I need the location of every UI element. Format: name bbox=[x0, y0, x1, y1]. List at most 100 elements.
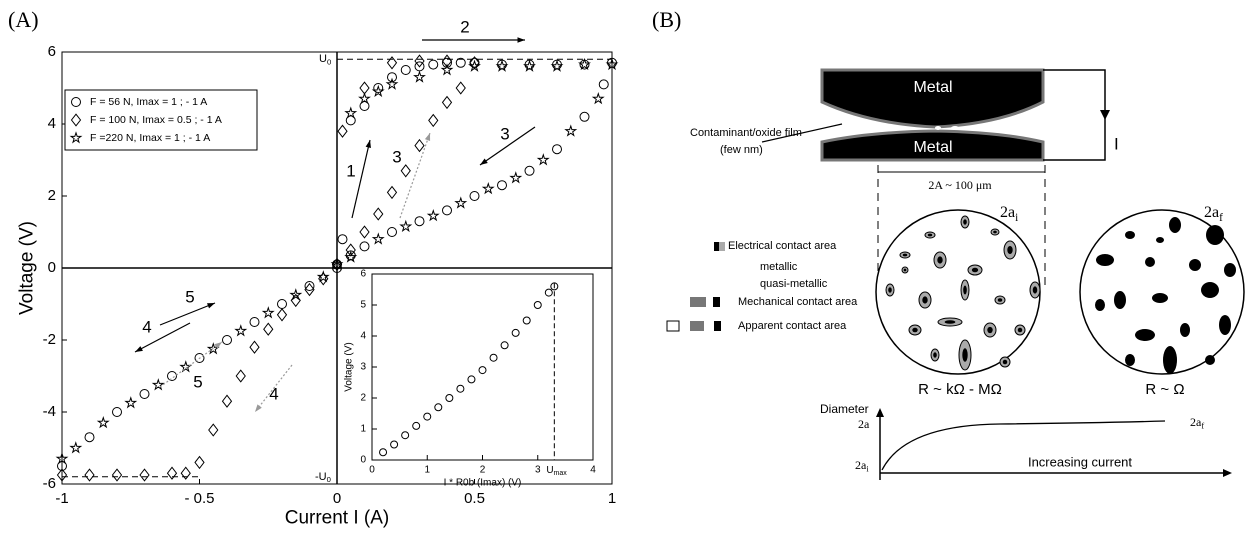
elec-spot bbox=[963, 219, 967, 225]
legend-swatch bbox=[666, 320, 680, 332]
point bbox=[400, 65, 411, 75]
panel-label: (A) bbox=[8, 7, 39, 32]
elec-spot bbox=[902, 253, 908, 257]
point bbox=[522, 316, 531, 325]
point bbox=[387, 227, 397, 237]
point bbox=[441, 54, 453, 68]
y-tick-label: 4 bbox=[48, 115, 56, 132]
point bbox=[249, 340, 260, 354]
arrow-line bbox=[479, 126, 536, 166]
x-axis-label: Current I (A) bbox=[285, 508, 390, 529]
spot-label: 2af bbox=[1204, 204, 1223, 224]
point bbox=[208, 423, 219, 437]
point bbox=[84, 432, 95, 443]
y-tick-label: 1 bbox=[360, 424, 366, 435]
umax-main: U bbox=[546, 465, 553, 476]
point bbox=[455, 81, 466, 95]
arrow-head bbox=[424, 133, 431, 141]
elec-spot bbox=[922, 296, 928, 304]
legend-label: F = 100 N, Imax = 0.5 ; - 1 A bbox=[90, 114, 222, 126]
pointer bbox=[761, 123, 843, 143]
point bbox=[386, 185, 398, 200]
point bbox=[440, 63, 454, 76]
point bbox=[414, 216, 425, 227]
metal-bottom bbox=[820, 129, 1045, 162]
point bbox=[481, 181, 495, 195]
point bbox=[289, 288, 303, 301]
elec-spot bbox=[912, 327, 918, 333]
spot-label-sub: i bbox=[1015, 211, 1018, 223]
point bbox=[401, 431, 410, 440]
contact-circle bbox=[875, 209, 1041, 375]
point bbox=[591, 91, 605, 105]
point bbox=[455, 57, 466, 68]
x-tick-label: - 0.5 bbox=[184, 490, 214, 507]
elec-spot bbox=[933, 352, 937, 358]
point bbox=[337, 124, 348, 138]
point bbox=[70, 113, 82, 127]
elec-spot bbox=[962, 348, 968, 362]
point bbox=[467, 375, 476, 384]
film-label: (few nm) bbox=[720, 144, 763, 156]
point bbox=[358, 92, 371, 105]
contact-spot bbox=[1125, 354, 1135, 366]
arrow-head bbox=[214, 342, 222, 349]
point bbox=[428, 113, 439, 128]
contact-spot bbox=[1180, 323, 1190, 337]
graph-start: 2ai bbox=[855, 458, 869, 474]
contact-spot bbox=[1156, 237, 1164, 243]
point bbox=[414, 54, 425, 68]
elec-spot bbox=[997, 298, 1003, 302]
arrow bbox=[1100, 110, 1110, 120]
arrow-line bbox=[134, 322, 191, 353]
point bbox=[222, 335, 232, 345]
legend-box bbox=[64, 89, 258, 151]
metal-label: Metal bbox=[913, 79, 952, 96]
arrow-line bbox=[399, 132, 431, 219]
legend-swatch bbox=[719, 242, 725, 251]
point bbox=[399, 219, 413, 233]
resistance-label: R ~ kΩ - MΩ bbox=[918, 381, 1002, 398]
point bbox=[434, 403, 443, 412]
annotation: 2 bbox=[460, 17, 469, 36]
point bbox=[578, 57, 591, 71]
arrow-head bbox=[517, 37, 525, 43]
width-label: 2A ~ 100 μm bbox=[928, 178, 992, 192]
point bbox=[579, 111, 590, 122]
point bbox=[194, 455, 205, 470]
point bbox=[304, 281, 315, 291]
metal-top bbox=[820, 68, 1045, 129]
metal-label: Metal bbox=[913, 139, 952, 156]
u0-label-main: U bbox=[319, 53, 327, 65]
point bbox=[261, 306, 275, 319]
point bbox=[359, 241, 370, 252]
film-label: Contaminant/oxide film bbox=[690, 127, 802, 139]
point bbox=[124, 396, 138, 409]
x-axis-label: I * R0b (Imax) (V) bbox=[444, 478, 522, 489]
point bbox=[371, 84, 385, 98]
elec-spot bbox=[1017, 327, 1023, 333]
elec-spot bbox=[1002, 359, 1008, 365]
contact-spot bbox=[1114, 291, 1126, 309]
arrow-head bbox=[480, 158, 488, 165]
graph-y-label: Diameter bbox=[820, 402, 869, 416]
point bbox=[509, 171, 523, 184]
spot-label-main: 2a bbox=[1000, 204, 1015, 221]
point bbox=[564, 124, 578, 137]
contact-spot bbox=[1096, 254, 1114, 266]
contact-spot bbox=[1125, 231, 1135, 239]
point bbox=[552, 144, 562, 155]
point bbox=[345, 243, 356, 257]
point bbox=[511, 328, 520, 337]
point bbox=[454, 196, 468, 209]
arrow-head bbox=[207, 303, 215, 309]
point bbox=[500, 341, 509, 350]
point bbox=[151, 378, 165, 391]
film-spot bbox=[905, 126, 911, 130]
y-tick-label: -2 bbox=[43, 331, 56, 348]
point bbox=[359, 225, 370, 239]
contact-spot bbox=[1152, 293, 1168, 303]
point bbox=[379, 448, 388, 457]
y-tick-label: -6 bbox=[43, 475, 56, 492]
contact-circle bbox=[1079, 209, 1245, 375]
